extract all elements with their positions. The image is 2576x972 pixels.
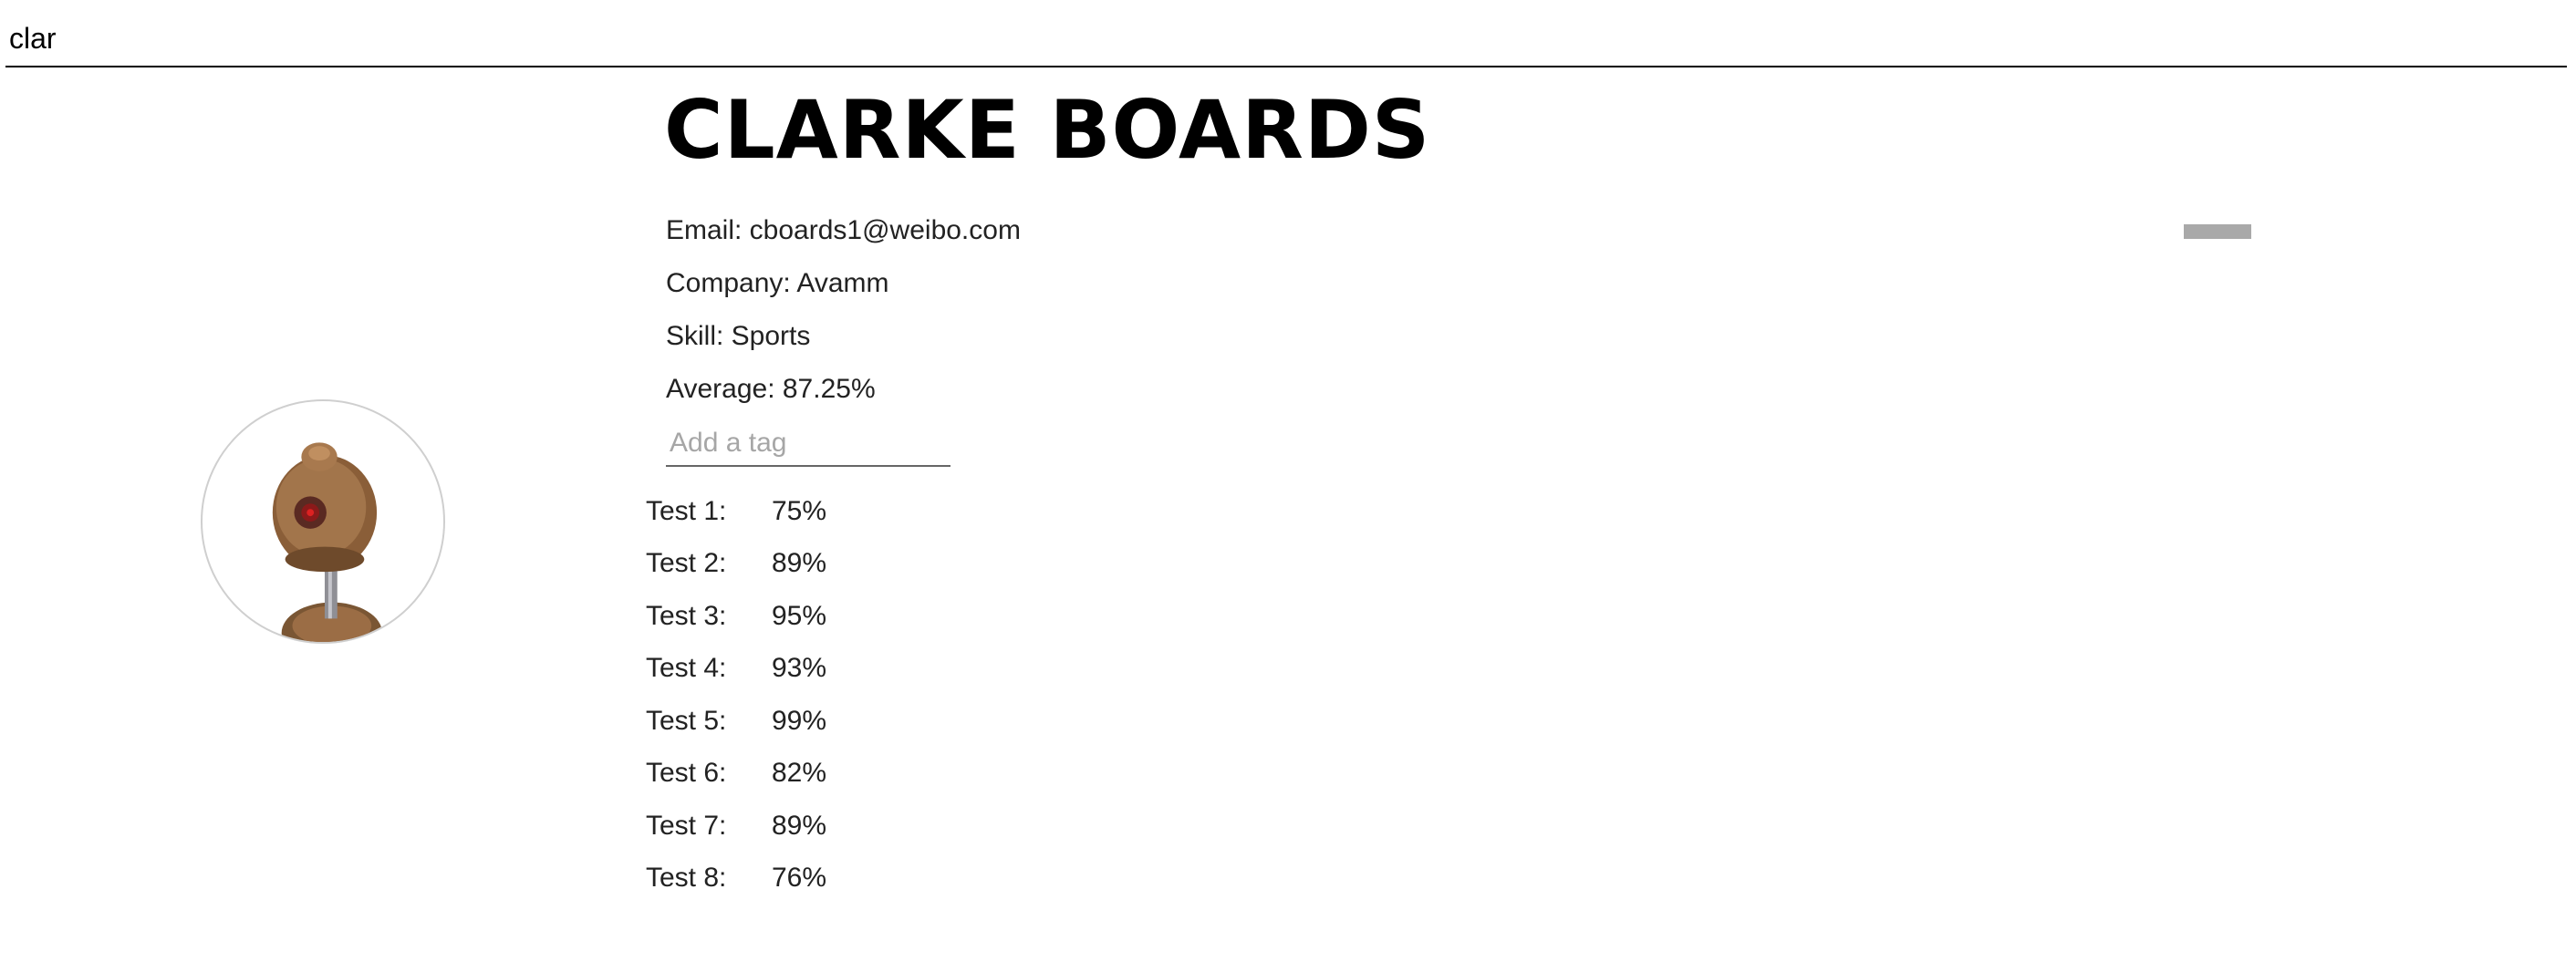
avatar [201, 399, 445, 644]
test-score: 82% [772, 758, 827, 789]
test-label: Test 3: [646, 600, 727, 631]
collapse-button[interactable] [2184, 224, 2251, 239]
student-name: CLARKE BOARDS [664, 83, 1431, 177]
test-score: 89% [772, 810, 827, 841]
list-item: Test 1: 75% [646, 485, 826, 538]
list-item: Test 4: 93% [646, 643, 826, 696]
test-label: Test 2: [646, 548, 727, 579]
test-score: 76% [772, 863, 827, 894]
test-score: 89% [772, 548, 827, 579]
student-average: Average: 87.25% [666, 374, 876, 404]
list-item: Test 6: 82% [646, 748, 826, 801]
search-bar [5, 13, 2574, 67]
test-label: Test 6: [646, 758, 727, 789]
list-item: Test 5: 99% [646, 695, 826, 748]
list-item: Test 3: 95% [646, 590, 826, 643]
list-item: Test 8: 76% [646, 853, 826, 905]
test-label: Test 1: [646, 495, 727, 526]
list-item: Test 7: 89% [646, 800, 826, 853]
list-item: Test 2: 89% [646, 538, 826, 591]
test-label: Test 4: [646, 653, 727, 684]
student-company: Company: Avamm [666, 268, 889, 298]
test-score: 95% [772, 600, 827, 631]
test-label: Test 8: [646, 863, 727, 894]
test-score: 93% [772, 653, 827, 684]
robot-avatar-icon [272, 442, 382, 642]
search-input[interactable] [5, 13, 2574, 64]
test-label: Test 5: [646, 705, 727, 736]
test-score: 75% [772, 495, 827, 526]
test-score: 99% [772, 705, 827, 736]
add-tag-input[interactable] [666, 421, 950, 467]
student-email: Email: cboards1@weibo.com [666, 215, 1021, 245]
test-scores-list: Test 1: 75% Test 2: 89% Test 3: 95% Test… [646, 485, 826, 905]
test-label: Test 7: [646, 810, 727, 841]
student-skill: Skill: Sports [666, 321, 811, 351]
